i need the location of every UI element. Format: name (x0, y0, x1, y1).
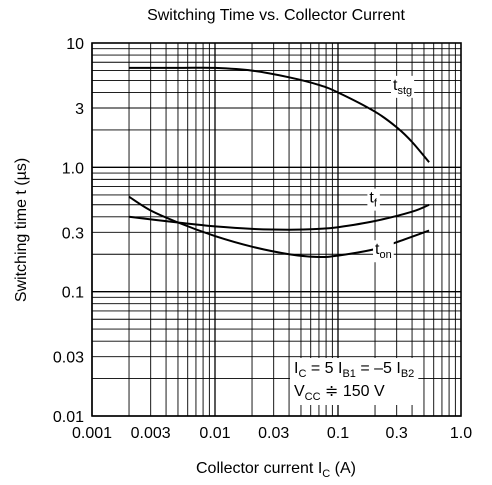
x-tick-label: 0.03 (258, 425, 289, 442)
annotation-text: I (294, 360, 298, 377)
annotation-text: = 5 I (306, 360, 342, 377)
y-axis-label: Switching time t (µs) (13, 158, 30, 302)
curve-t-stg (129, 66, 430, 163)
curve-label-sub: f (374, 198, 378, 210)
curve-label-sub: on (379, 249, 391, 261)
curve-label-main: t (369, 190, 374, 207)
x-axis-label: Collector current IC (A) (196, 460, 356, 480)
x-tick-label: 0.1 (327, 425, 349, 442)
curve-label-t-f: tf (369, 190, 377, 210)
x-tick-label: 0.003 (131, 425, 171, 442)
annotation-line-1: IC = 5 IB1 = –5 IB2 (294, 360, 414, 380)
x-axis-label-sub: C (322, 468, 330, 480)
annotation-text: = –5 I (356, 360, 401, 377)
x-tick-label: 0.01 (199, 425, 230, 442)
curve-label-sub: stg (397, 85, 412, 97)
condition-annotation: IC = 5 IB1 = –5 IB2 VCC ≑ 150 V (290, 358, 419, 405)
y-tick-label: 0.03 (53, 350, 84, 367)
annotation-backing (290, 358, 419, 405)
annotation-text: V (294, 383, 305, 400)
x-tick-label: 1.0 (450, 425, 472, 442)
curves (128, 66, 430, 259)
tick-labels: 0.001 0.003 0.01 0.03 0.1 0.3 1.0 10 3 1.0 0.3 0.1 0… (53, 36, 472, 442)
y-tick-label: 3 (75, 101, 84, 118)
x-axis-label-unit: (A) (330, 460, 356, 477)
curve-label-backing (367, 188, 380, 211)
annotation-subscript: B1 (342, 368, 355, 380)
x-tick-label: 0.001 (72, 425, 112, 442)
curve-label-backing (373, 240, 394, 263)
y-tick-label: 0.3 (62, 225, 84, 242)
curve-label-t-stg: tstg (393, 77, 412, 97)
axis-labels: Collector current IC (A)Switching time t… (13, 158, 356, 480)
curve-label-main: t (393, 77, 398, 94)
annotation-text: ≑ 150 V (321, 383, 385, 400)
y-tick-label: 0.01 (53, 409, 84, 426)
annotation-subscript: CC (305, 391, 321, 403)
curve-label-main: t (375, 241, 380, 258)
chart-title: Switching Time vs. Collector Current (147, 7, 405, 24)
plot-frame (91, 42, 462, 417)
annotation-subscript: B2 (401, 368, 414, 380)
curve-t-f (128, 203, 430, 231)
y-tick-label: 1.0 (62, 160, 84, 177)
x-tick-label: 0.3 (386, 425, 408, 442)
curve-label-backing (391, 75, 415, 98)
y-tick-label: 0.1 (62, 285, 84, 302)
x-axis-label-main: Collector current I (196, 460, 322, 477)
annotation-line-2: VCC ≑ 150 V (294, 383, 385, 403)
curve-label-t-on: ton (375, 241, 392, 261)
annotation-subscript: C (298, 368, 306, 380)
y-tick-label: 10 (66, 36, 84, 53)
